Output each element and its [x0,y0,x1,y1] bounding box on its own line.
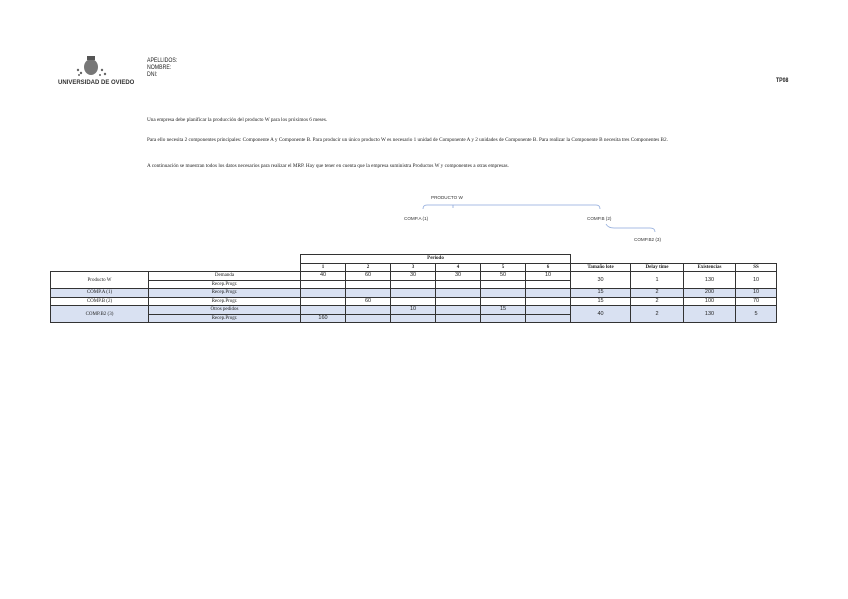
university-logo [74,54,108,78]
university-name: UNIVERSIDAD DE OVIEDO [58,80,135,86]
tree-comp-b2: COMP.B2 (3) [634,237,661,242]
period-value [435,313,481,323]
period-value: 60 [345,271,391,281]
table-row: COMP.B2 (3) Otros pedidos 10 15 40 2 130 5 [50,305,777,323]
period-value [435,305,481,315]
period-header: 3 [390,262,436,272]
tree-connectors [422,204,656,233]
extra-value: 70 [735,296,777,306]
row-label: Recep.Progr. [148,296,301,306]
row-label: Demanda [148,271,301,281]
dni-label: DNI: [147,71,158,78]
paragraph-2: Para ello necesita 2 componentes princip… [147,137,668,143]
period-value [435,288,481,298]
extra-value: 30 [570,271,631,289]
item-name: COMP.B2 (3) [50,305,149,323]
nombre-label: NOMBRE: [147,64,172,71]
period-value [480,296,526,306]
period-header: 2 [345,262,391,272]
period-header: 5 [480,262,526,272]
period-value [300,279,346,289]
paragraph-1: Una empresa debe planificar la producció… [147,117,328,123]
extra-value: 130 [683,271,736,289]
tree-root: PRODUCTO W [431,195,463,200]
period-value [480,313,526,323]
table-row: COMP.A (1) Recep.Progr. 15 2 200 10 [50,288,777,298]
extra-value: 2 [630,288,684,298]
period-value [345,288,391,298]
item-name: COMP.A (1) [50,288,149,298]
paragraph-3: A continuación se muestran todos los dat… [147,163,509,169]
period-value [525,296,571,306]
period-value [390,313,436,323]
period-value [525,279,571,289]
extra-value: 130 [683,305,736,323]
row-label: Recep.Progr. [148,288,301,298]
extra-value: 2 [630,305,684,323]
period-value [525,305,571,315]
period-value: 60 [345,296,391,306]
table-row: Producto W Demanda 40 60 30 30 50 10 30 1 130 10 [50,271,777,289]
period-value [345,279,391,289]
extra-value: 15 [570,296,631,306]
period-value [480,279,526,289]
period-value [525,313,571,323]
row-label: Otros pedidos [148,305,301,315]
period-value: 40 [300,271,346,281]
extra-value: 2 [630,296,684,306]
extra-value: 40 [570,305,631,323]
period-value [300,288,346,298]
extra-value: 15 [570,288,631,298]
period-value [480,288,526,298]
extra-header: Tamaño lote [570,262,631,272]
period-value: 160 [300,313,346,323]
table-row: Recep.Progr. 160 [50,313,777,323]
period-value: 50 [480,271,526,281]
period-value [390,279,436,289]
period-header: 4 [435,262,481,272]
document-code: TP08 [776,77,789,84]
row-label: Recep.Progr. [148,313,301,323]
extra-header: SS [735,262,777,272]
tree-comp-a: COMP.A (1) [404,216,429,221]
table-row: COMP.B (2) Recep.Progr. 60 15 2 100 70 [50,296,777,306]
period-value: 30 [435,271,481,281]
extra-header: Delay time [630,262,684,272]
period-value: 15 [480,305,526,315]
extra-value: 100 [683,296,736,306]
period-header: 6 [525,262,571,272]
period-value [390,288,436,298]
row-label: Recep.Progr. [148,279,301,289]
item-name: COMP.B (2) [50,296,149,306]
extra-value: 200 [683,288,736,298]
period-value [345,313,391,323]
item-name: Producto W [50,271,149,289]
period-value [525,288,571,298]
period-value [300,305,346,315]
tree-comp-b: COMP.B (2) [587,216,612,221]
period-value [345,305,391,315]
extra-value: 1 [630,271,684,289]
extra-value: 10 [735,288,777,298]
period-value [390,296,436,306]
period-value [300,296,346,306]
periodo-header: Periodo [300,254,571,264]
extra-value: 5 [735,305,777,323]
apellidos-label: APELLIDOS: [147,57,178,64]
extra-header: Existencias [683,262,736,272]
period-value [435,279,481,289]
mrp-table: Periodo 1 2 3 4 5 6 Tamaño lote Delay time Existe… [50,254,777,323]
period-value [435,296,481,306]
period-value: 10 [390,305,436,315]
period-header: 1 [300,262,346,272]
extra-value: 10 [735,271,777,289]
period-value: 30 [390,271,436,281]
period-value: 10 [525,271,571,281]
